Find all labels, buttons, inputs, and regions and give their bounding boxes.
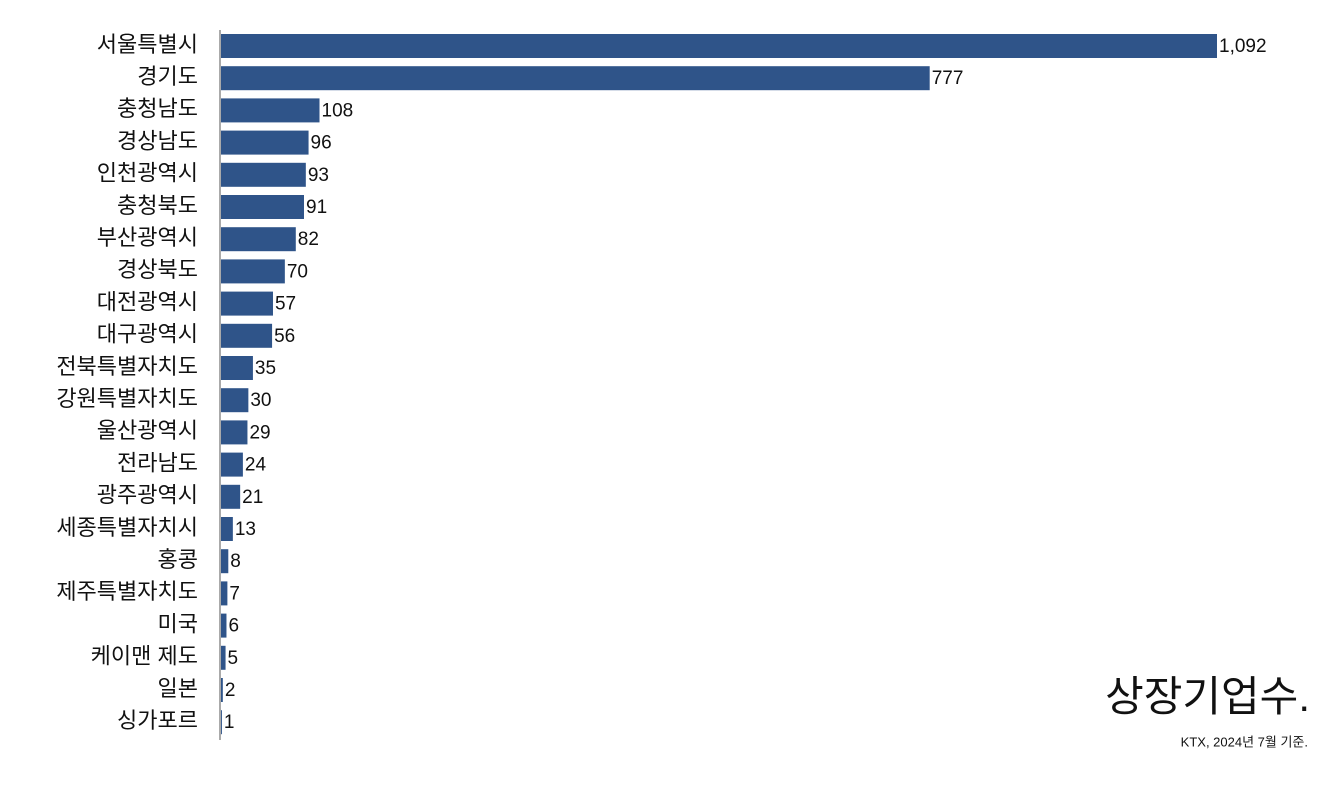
y-tick-label: 울산광역시 <box>97 418 198 443</box>
value-label: 2 <box>225 680 236 701</box>
bar <box>221 420 248 445</box>
source-note: KTX, 2024년 7월 기준. <box>1181 734 1308 749</box>
bar <box>221 388 249 413</box>
bar <box>221 323 273 348</box>
value-label: 35 <box>255 358 276 379</box>
y-tick-label: 일본 <box>158 676 198 701</box>
value-label: 13 <box>235 519 256 540</box>
value-label: 777 <box>932 68 964 89</box>
value-label: 5 <box>228 648 239 669</box>
y-tick-label: 대구광역시 <box>97 322 198 347</box>
value-label: 7 <box>229 583 240 604</box>
y-tick-label: 경상북도 <box>117 257 198 282</box>
y-tick-label: 케이맨 제도 <box>91 644 198 669</box>
y-tick-label: 제주특별자치도 <box>56 579 198 604</box>
value-label: 93 <box>308 165 329 186</box>
y-tick-label: 미국 <box>158 611 198 636</box>
value-label: 96 <box>311 133 332 154</box>
bar <box>221 259 285 284</box>
value-label: 6 <box>228 616 239 637</box>
y-tick-label: 싱가포르 <box>117 708 198 733</box>
value-label: 70 <box>287 261 308 282</box>
y-tick-label: 세종특별자치시 <box>56 515 198 540</box>
value-label: 56 <box>274 326 295 347</box>
value-label: 108 <box>322 100 354 121</box>
bar <box>221 549 229 574</box>
bar <box>221 98 320 123</box>
bar <box>221 710 222 735</box>
value-label: 82 <box>298 229 319 250</box>
y-tick-label: 광주광역시 <box>97 483 198 508</box>
value-label: 1 <box>224 712 235 733</box>
y-tick-label: 부산광역시 <box>97 225 198 250</box>
bar <box>221 195 304 219</box>
y-tick-label: 강원특별자치도 <box>56 386 198 411</box>
value-label: 1,092 <box>1219 36 1267 57</box>
y-tick-label: 서울특별시 <box>97 32 198 57</box>
value-label: 57 <box>275 294 296 315</box>
y-tick-label: 전북특별자치도 <box>56 354 198 379</box>
y-tick-label: 홍콩 <box>158 547 198 572</box>
value-label: 8 <box>230 551 241 572</box>
value-label: 91 <box>306 197 327 218</box>
y-tick-label: 인천광역시 <box>97 161 198 186</box>
y-tick-label: 전라남도 <box>117 450 198 475</box>
bar <box>221 227 296 252</box>
bar <box>221 356 253 380</box>
bar <box>221 452 243 477</box>
bar <box>221 581 228 606</box>
bar <box>221 678 223 702</box>
bar <box>221 517 233 541</box>
bar <box>221 162 306 187</box>
bar <box>221 613 227 638</box>
y-tick-label: 대전광역시 <box>97 289 198 314</box>
value-label: 30 <box>250 390 271 411</box>
y-tick-label: 경상남도 <box>117 128 198 153</box>
y-tick-label: 경기도 <box>137 64 198 89</box>
bar <box>221 291 273 316</box>
bar <box>221 34 1217 58</box>
value-label: 29 <box>249 422 270 443</box>
bar <box>221 66 930 91</box>
value-label: 21 <box>242 487 263 508</box>
value-label: 24 <box>245 455 267 476</box>
y-tick-label: 충청북도 <box>117 193 198 218</box>
chart-title: 상장기업수. <box>1105 673 1310 720</box>
bar <box>221 484 241 509</box>
bar <box>221 130 309 155</box>
y-tick-label: 충청남도 <box>117 96 198 121</box>
bar <box>221 645 226 670</box>
